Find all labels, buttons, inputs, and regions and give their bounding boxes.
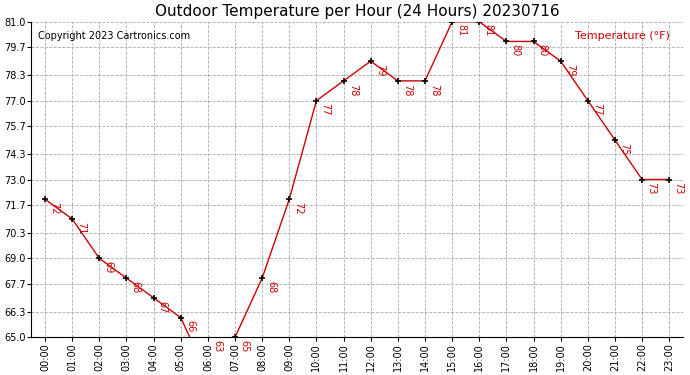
Text: 78: 78 (348, 84, 357, 96)
Text: 67: 67 (158, 301, 168, 313)
Text: 68: 68 (266, 281, 276, 293)
Text: 81: 81 (456, 24, 466, 37)
Text: 63: 63 (212, 340, 222, 352)
Text: 66: 66 (185, 320, 195, 333)
Text: 81: 81 (484, 24, 493, 37)
Text: 79: 79 (565, 64, 575, 76)
Title: Outdoor Temperature per Hour (24 Hours) 20230716: Outdoor Temperature per Hour (24 Hours) … (155, 4, 560, 19)
Text: 78: 78 (429, 84, 439, 96)
Text: Temperature (°F): Temperature (°F) (575, 31, 670, 41)
Text: 68: 68 (130, 281, 141, 293)
Text: 73: 73 (673, 182, 683, 195)
Text: 72: 72 (293, 202, 304, 214)
Text: 80: 80 (511, 44, 520, 57)
Text: 77: 77 (592, 104, 602, 116)
Text: 79: 79 (375, 64, 385, 76)
Text: 69: 69 (104, 261, 113, 273)
Text: 77: 77 (321, 104, 331, 116)
Text: 72: 72 (49, 202, 59, 214)
Text: 65: 65 (239, 340, 249, 352)
Text: 80: 80 (538, 44, 548, 57)
Text: Copyright 2023 Cartronics.com: Copyright 2023 Cartronics.com (38, 31, 190, 41)
Text: 71: 71 (77, 222, 86, 234)
Text: 75: 75 (619, 143, 629, 155)
Text: 78: 78 (402, 84, 412, 96)
Text: 73: 73 (647, 182, 656, 195)
